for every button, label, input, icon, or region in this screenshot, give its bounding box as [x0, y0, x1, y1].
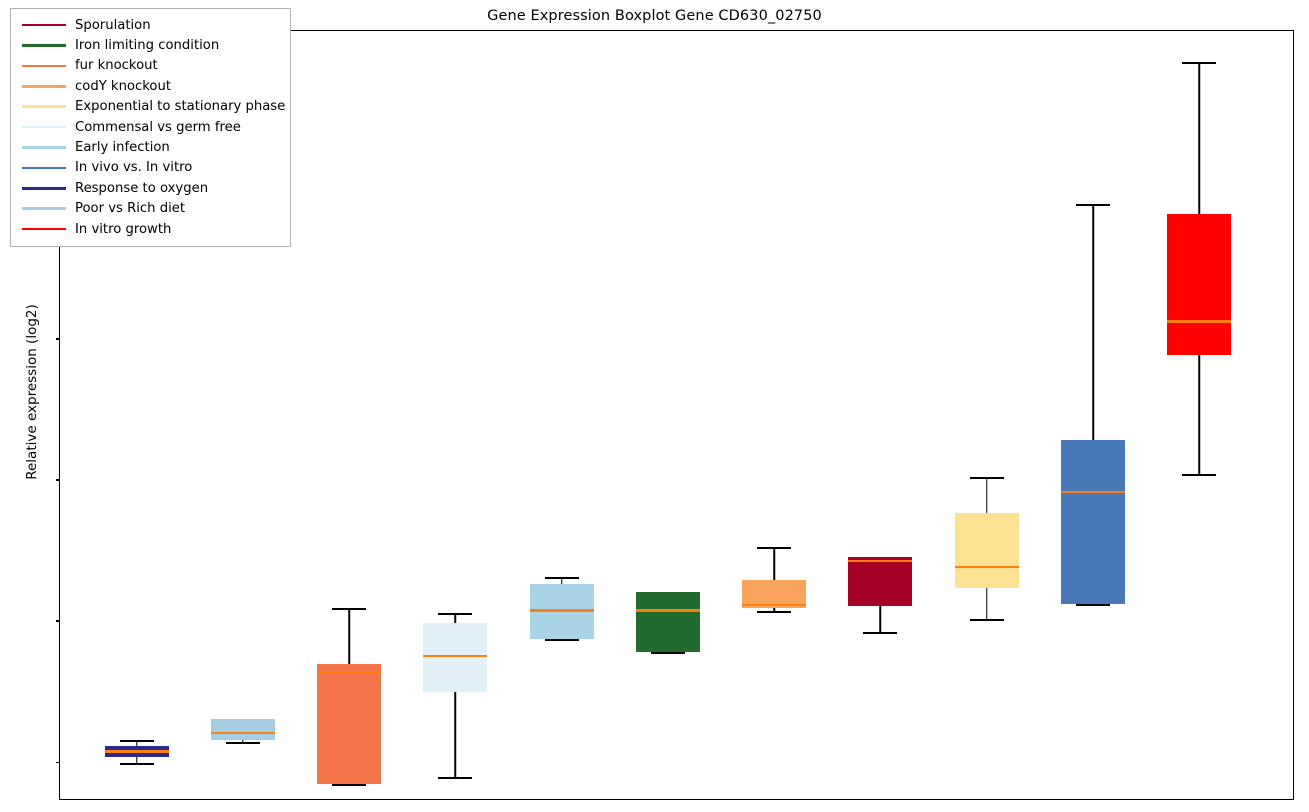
legend-item-label: codY knockout — [75, 78, 172, 94]
legend-color-swatch — [22, 85, 66, 88]
y-tick-mark — [56, 620, 60, 622]
legend-item-label: Commensal vs germ free — [75, 119, 241, 135]
y-tick-mark — [56, 338, 60, 340]
cap-upper — [438, 613, 473, 616]
legend-color-swatch — [22, 146, 66, 149]
cap-upper — [544, 576, 579, 579]
legend-item[interactable]: Poor vs Rich diet — [19, 199, 282, 219]
whisker-upper — [348, 607, 350, 665]
median-line — [210, 732, 275, 735]
whisker-upper — [1092, 204, 1094, 440]
legend-color-swatch — [22, 207, 66, 210]
legend-color-swatch — [22, 125, 66, 129]
median-line — [742, 603, 807, 607]
whisker-lower — [773, 607, 775, 611]
median-line — [1167, 320, 1232, 323]
cap-lower — [757, 610, 792, 613]
median-line — [529, 609, 594, 612]
median-line — [423, 654, 488, 657]
box-body[interactable] — [423, 623, 488, 693]
cap-lower — [119, 762, 154, 765]
legend-color-swatch — [22, 187, 66, 190]
whisker-upper — [1198, 62, 1201, 215]
legend-item-label: Iron limiting condition — [75, 37, 220, 53]
cap-upper — [969, 476, 1004, 479]
median-line — [1061, 490, 1126, 494]
legend-item-label: fur knockout — [75, 58, 158, 74]
cap-lower — [332, 784, 367, 787]
legend: Sporulation Iron limiting condition fur kn… — [10, 8, 291, 248]
median-line — [848, 560, 913, 563]
cap-upper — [1076, 204, 1111, 207]
median-line — [954, 565, 1019, 569]
cap-upper — [332, 607, 367, 610]
legend-item-label: In vivo vs. In vitro — [75, 160, 193, 176]
legend-item[interactable]: codY knockout — [19, 76, 282, 96]
whisker-upper — [986, 476, 988, 514]
legend-item[interactable]: In vitro growth — [19, 219, 282, 239]
legend-item-label: In vitro growth — [75, 221, 172, 237]
cap-upper — [119, 740, 154, 743]
legend-color-swatch — [22, 44, 66, 47]
whisker-lower — [986, 588, 988, 620]
whisker-upper — [773, 547, 775, 580]
box-body[interactable] — [210, 719, 275, 741]
legend-color-swatch — [22, 64, 66, 68]
legend-item[interactable]: Commensal vs germ free — [19, 117, 282, 137]
legend-color-swatch — [22, 227, 66, 231]
cap-lower — [438, 777, 473, 780]
legend-item[interactable]: In vivo vs. In vitro — [19, 158, 282, 178]
y-tick-mark — [56, 761, 60, 763]
legend-item[interactable]: Early infection — [19, 137, 282, 157]
cap-lower — [544, 638, 579, 641]
whisker-lower — [242, 740, 244, 742]
legend-item[interactable]: fur knockout — [19, 56, 282, 76]
whisker-lower — [454, 692, 457, 778]
whisker-lower — [879, 606, 882, 632]
legend-item[interactable]: Iron limiting condition — [19, 35, 282, 55]
legend-color-swatch — [22, 105, 66, 109]
y-tick-mark — [56, 479, 60, 481]
legend-item-label: Response to oxygen — [75, 180, 209, 196]
whisker-upper — [135, 740, 138, 746]
legend-item[interactable]: Sporulation — [19, 15, 282, 35]
legend-color-swatch — [22, 23, 66, 27]
box-body[interactable] — [1061, 439, 1126, 604]
whisker-upper — [560, 576, 563, 584]
box-body[interactable] — [848, 557, 913, 607]
legend-item[interactable]: Response to oxygen — [19, 178, 282, 198]
box-body[interactable] — [1167, 214, 1232, 356]
box-body[interactable] — [742, 579, 807, 608]
cap-lower — [1076, 603, 1111, 606]
cap-upper — [757, 547, 792, 550]
y-axis-label: Relative expression (log2) — [24, 304, 40, 480]
median-line — [104, 750, 169, 753]
box-body[interactable] — [635, 592, 700, 652]
legend-item-label: Early infection — [75, 139, 170, 155]
legend-item[interactable]: Exponential to stationary phase — [19, 97, 286, 117]
legend-item-label: Poor vs Rich diet — [75, 201, 186, 217]
chart-title: Gene Expression Boxplot Gene CD630_02750 — [487, 8, 822, 24]
whisker-lower — [135, 757, 138, 763]
whisker-lower — [1198, 355, 1201, 474]
cap-lower — [969, 619, 1004, 622]
whisker-upper — [454, 613, 457, 624]
legend-item-label: Sporulation — [75, 17, 151, 33]
median-line — [317, 671, 382, 674]
cap-lower — [225, 741, 260, 744]
median-line — [635, 609, 700, 612]
legend-item-label: Exponential to stationary phase — [75, 99, 286, 115]
cap-upper — [1182, 62, 1217, 65]
box-body[interactable] — [317, 664, 382, 785]
legend-color-swatch — [22, 166, 66, 170]
box-body[interactable] — [954, 513, 1019, 589]
cap-lower — [650, 651, 685, 654]
cap-lower — [863, 631, 898, 634]
cap-lower — [1182, 473, 1217, 476]
